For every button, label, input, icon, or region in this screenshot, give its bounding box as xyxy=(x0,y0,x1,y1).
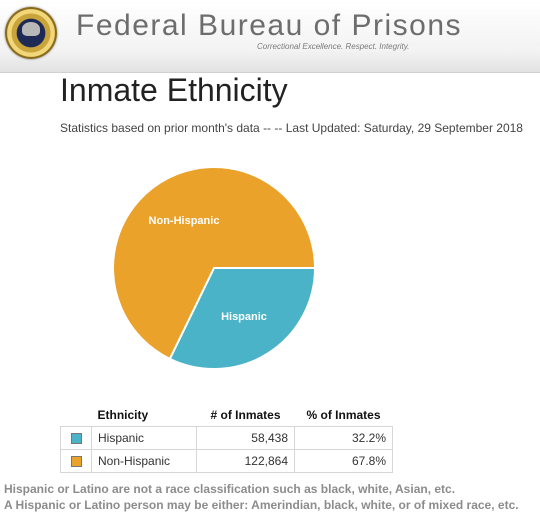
agency-tagline: Correctional Excellence. Respect. Integr… xyxy=(257,42,410,51)
table-cell-swatch xyxy=(60,449,92,473)
table-cell-inmates: 58,438 xyxy=(196,426,295,450)
table-header-swatch xyxy=(61,404,92,427)
page-title: Inmate Ethnicity xyxy=(60,72,288,108)
ethnicity-table: Ethnicity # of Inmates % of Inmates Hisp… xyxy=(60,404,393,473)
last-updated-text: Statistics based on prior month's data -… xyxy=(60,121,523,135)
table-cell-percent: 67.8% xyxy=(294,449,393,473)
legend-swatch-non-hispanic xyxy=(70,456,82,468)
table-cell-ethnicity: Hispanic xyxy=(91,426,197,450)
table-row: Hispanic 58,438 32.2% xyxy=(60,426,393,450)
pie-label-non-hispanic: Non-Hispanic xyxy=(149,215,220,227)
footnote-mixed-race: A Hispanic or Latino person may be eithe… xyxy=(4,498,519,512)
table-header-percent: % of Inmates xyxy=(306,408,381,422)
pie-slice-non-hispanic xyxy=(112,166,317,361)
site-banner: Federal Bureau of Prisons Correctional E… xyxy=(0,0,540,73)
agency-name[interactable]: Federal Bureau of Prisons xyxy=(76,9,463,42)
legend-swatch-hispanic xyxy=(70,433,82,445)
bop-seal-logo[interactable] xyxy=(5,7,57,59)
pie-label-hispanic: Hispanic xyxy=(221,311,267,323)
table-cell-swatch xyxy=(60,426,92,450)
pie-slice-hispanic xyxy=(168,267,317,370)
table-cell-percent: 32.2% xyxy=(294,426,393,450)
table-cell-inmates: 122,864 xyxy=(196,449,295,473)
table-cell-ethnicity: Non-Hispanic xyxy=(91,449,197,473)
table-header-inmates: # of Inmates xyxy=(210,408,281,422)
table-header-row: Ethnicity # of Inmates % of Inmates xyxy=(61,404,393,427)
table-header-ethnicity: Ethnicity xyxy=(97,408,149,422)
table-row: Non-Hispanic 122,864 67.8% xyxy=(60,449,393,473)
footnote-race-classification: Hispanic or Latino are not a race classi… xyxy=(4,482,456,496)
